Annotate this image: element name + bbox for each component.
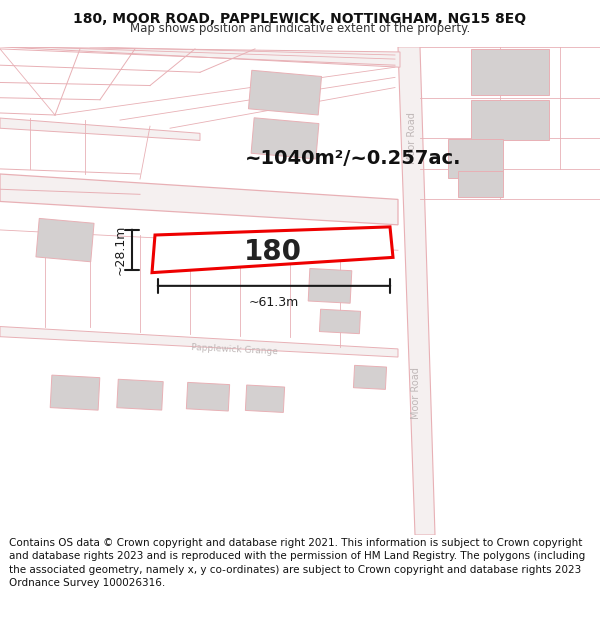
Polygon shape [0,174,398,225]
Bar [248,70,322,115]
Text: ~1040m²/~0.257ac.: ~1040m²/~0.257ac. [245,149,461,168]
Bar [187,382,230,411]
Text: 180, MOOR ROAD, PAPPLEWICK, NOTTINGHAM, NG15 8EQ: 180, MOOR ROAD, PAPPLEWICK, NOTTINGHAM, … [73,12,527,26]
Text: ~28.1m: ~28.1m [114,224,127,275]
Bar [308,269,352,303]
Bar [448,139,503,178]
Bar [251,118,319,159]
Bar [36,218,94,262]
Bar [458,171,503,197]
Text: Contains OS data © Crown copyright and database right 2021. This information is : Contains OS data © Crown copyright and d… [9,538,585,589]
Polygon shape [0,47,400,68]
Text: Moor Road: Moor Road [407,112,417,164]
Bar [117,379,163,410]
Bar [245,385,284,412]
Polygon shape [398,47,435,535]
Bar [471,49,549,95]
Bar [50,375,100,410]
Text: Map shows position and indicative extent of the property.: Map shows position and indicative extent… [130,22,470,35]
Polygon shape [0,326,398,357]
Text: Moor Road: Moor Road [411,367,421,419]
Bar [319,309,361,334]
Text: ~61.3m: ~61.3m [249,296,299,309]
Polygon shape [152,227,393,272]
Bar [353,366,386,389]
Text: 180: 180 [244,238,302,266]
Text: Papplewick Grange: Papplewick Grange [191,343,278,356]
Bar [471,100,549,141]
Polygon shape [0,118,200,141]
